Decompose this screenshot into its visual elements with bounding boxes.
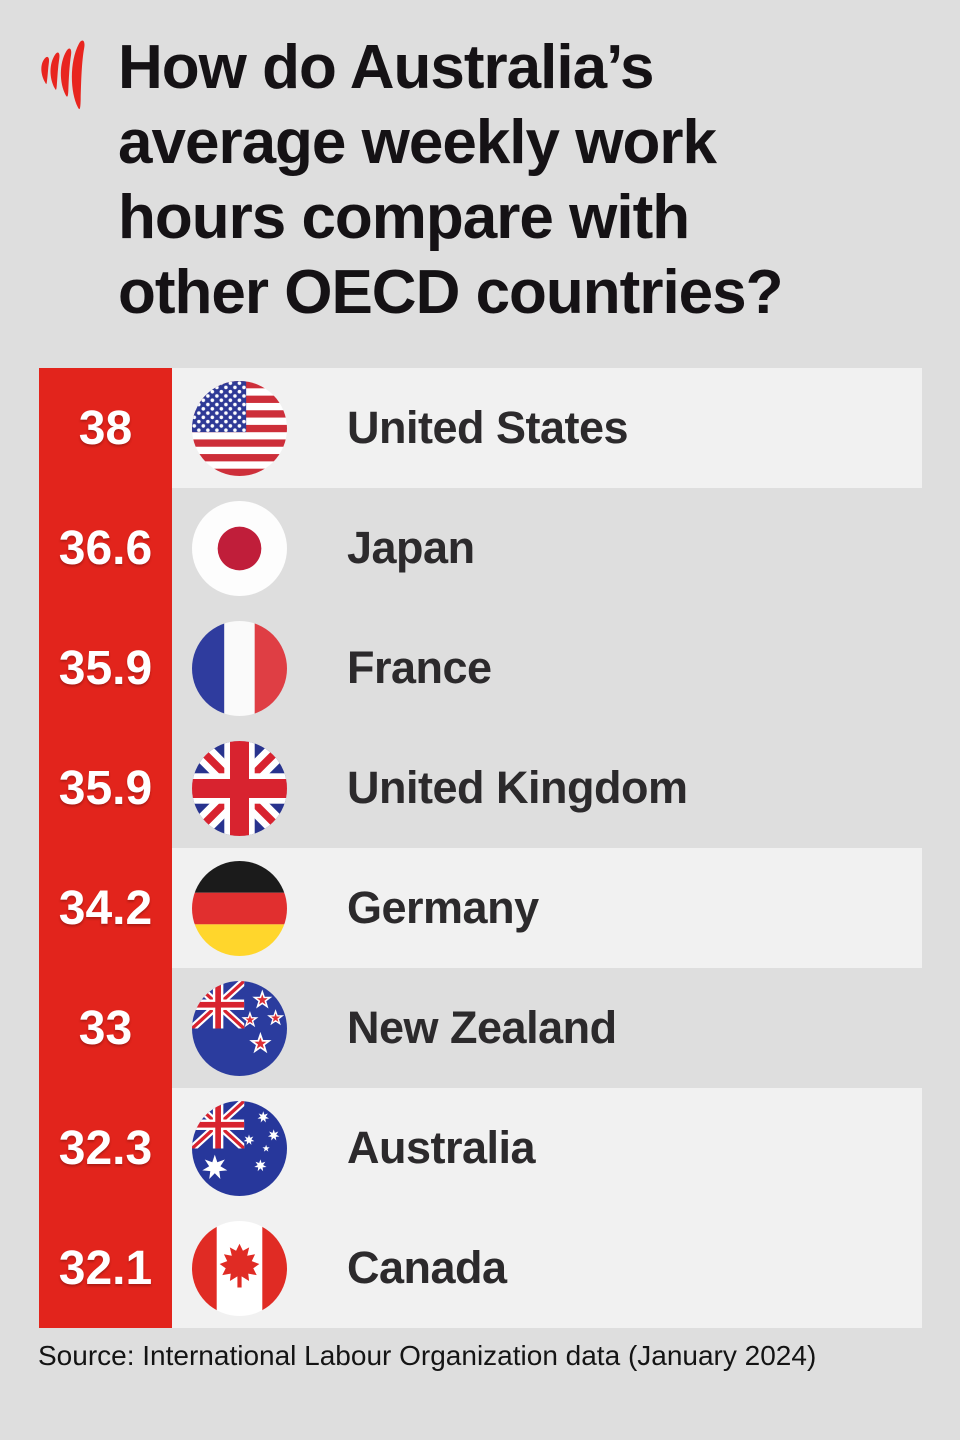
row-info: Germany xyxy=(172,848,922,968)
row-info: United States xyxy=(172,368,922,488)
row-new-zealand: 33 xyxy=(39,968,922,1088)
row-germany: 34.2 Germany xyxy=(39,848,922,968)
value-text: 32.3 xyxy=(58,1121,153,1175)
title-line-3: hours compare with xyxy=(118,183,690,252)
value-cell: 36.6 xyxy=(39,488,172,608)
source-note: Source: International Labour Organizatio… xyxy=(38,1340,817,1371)
country-label: United Kingdom xyxy=(347,762,688,813)
canada-flag-icon xyxy=(192,1220,287,1316)
value-text: 38 xyxy=(78,401,133,455)
ranking-list: 38 xyxy=(39,368,922,1328)
country-label: Germany xyxy=(347,882,539,933)
row-info: Australia xyxy=(172,1088,922,1208)
value-text: 32.1 xyxy=(58,1241,153,1295)
sbs-logo-icon xyxy=(41,40,85,110)
country-label: Canada xyxy=(347,1242,507,1293)
country-label: Japan xyxy=(347,522,475,573)
value-cell: 32.1 xyxy=(39,1208,172,1328)
united-kingdom-flag-icon xyxy=(192,740,287,836)
title-line-1: How do Australia’s xyxy=(118,33,655,102)
australia-flag-icon xyxy=(192,1100,287,1196)
value-cell: 33 xyxy=(39,968,172,1088)
value-cell: 32.3 xyxy=(39,1088,172,1208)
value-cell: 38 xyxy=(39,368,172,488)
country-label: New Zealand xyxy=(347,1002,617,1053)
country-label: Australia xyxy=(347,1122,536,1173)
row-info: New Zealand xyxy=(172,968,922,1088)
title-line-2: average weekly work xyxy=(118,108,717,177)
japan-flag-icon xyxy=(192,500,287,596)
row-canada: 32.1 Canada xyxy=(39,1208,922,1328)
value-text: 35.9 xyxy=(58,641,153,695)
value-text: 35.9 xyxy=(58,761,153,815)
row-info: United Kingdom xyxy=(172,728,922,848)
row-info: France xyxy=(172,608,922,728)
value-text: 33 xyxy=(78,1001,133,1055)
country-label: United States xyxy=(347,402,629,453)
germany-flag-icon xyxy=(192,860,287,956)
row-united-kingdom: 35.9 xyxy=(39,728,922,848)
value-cell: 35.9 xyxy=(39,728,172,848)
row-japan: 36.6 Japan xyxy=(39,488,922,608)
new-zealand-flag-icon xyxy=(192,980,287,1076)
row-france: 35.9 France xyxy=(39,608,922,728)
value-cell: 34.2 xyxy=(39,848,172,968)
value-cell: 35.9 xyxy=(39,608,172,728)
page-title: How do Australia’s average weekly work h… xyxy=(118,30,948,330)
united-states-flag-icon xyxy=(192,380,287,476)
country-label: France xyxy=(347,642,492,693)
value-text: 34.2 xyxy=(58,881,153,935)
value-text: 36.6 xyxy=(58,521,153,575)
row-info: Japan xyxy=(172,488,922,608)
row-info: Canada xyxy=(172,1208,922,1328)
row-united-states: 38 xyxy=(39,368,922,488)
title-line-4: other OECD countries? xyxy=(118,258,784,327)
france-flag-icon xyxy=(192,620,287,716)
row-australia: 32.3 xyxy=(39,1088,922,1208)
